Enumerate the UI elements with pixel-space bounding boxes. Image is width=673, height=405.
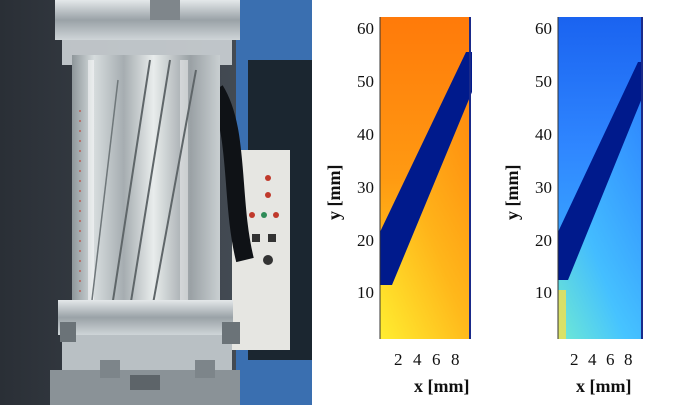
column-apparatus-photo [0, 0, 312, 405]
y-axis-label: y [mm] [502, 164, 522, 220]
contour-band-1 [380, 52, 472, 285]
ytick-30: 30 [535, 178, 552, 197]
contour-plot-1: 60 50 40 30 20 10 y [mm] 2 4 6 8 x [mm] [322, 0, 502, 405]
contour-field-1 [379, 17, 472, 339]
ytick-40: 40 [357, 125, 374, 144]
x-axis-label: x [mm] [414, 376, 470, 396]
contour-band-2 [558, 62, 642, 280]
xtick-4: 4 [413, 350, 422, 369]
ytick-60: 60 [357, 19, 374, 38]
xtick-2: 2 [394, 350, 403, 369]
ytick-20: 20 [535, 231, 552, 250]
xtick-8: 8 [451, 350, 460, 369]
ytick-40: 40 [535, 125, 552, 144]
ytick-10: 10 [535, 283, 552, 302]
ytick-60: 60 [535, 19, 552, 38]
xtick-4: 4 [588, 350, 597, 369]
ytick-50: 50 [357, 72, 374, 91]
xtick-6: 6 [432, 350, 441, 369]
xtick-2: 2 [570, 350, 579, 369]
ytick-10: 10 [357, 283, 374, 302]
ytick-30: 30 [357, 178, 374, 197]
xtick-8: 8 [624, 350, 633, 369]
xtick-6: 6 [606, 350, 615, 369]
ytick-20: 20 [357, 231, 374, 250]
ytick-50: 50 [535, 72, 552, 91]
contour-plot-2: 60 50 40 30 20 10 y [mm] 2 4 6 8 x [mm] [496, 0, 673, 405]
y-axis-label: y [mm] [324, 164, 344, 220]
x-axis-label: x [mm] [576, 376, 632, 396]
contour-field-2 [557, 17, 643, 339]
